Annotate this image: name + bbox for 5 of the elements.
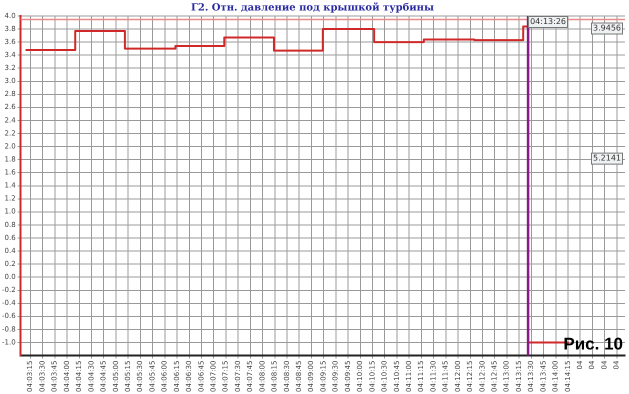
annotation: 5.2141 [593,154,622,163]
chart-title: Г2. Отн. давление под крышкой турбины [190,2,434,14]
annotation: Рис. 10 [563,334,623,354]
ref-line-label: 04:13:26 [530,17,566,26]
ref-line-label: 3.9456 [593,24,622,33]
